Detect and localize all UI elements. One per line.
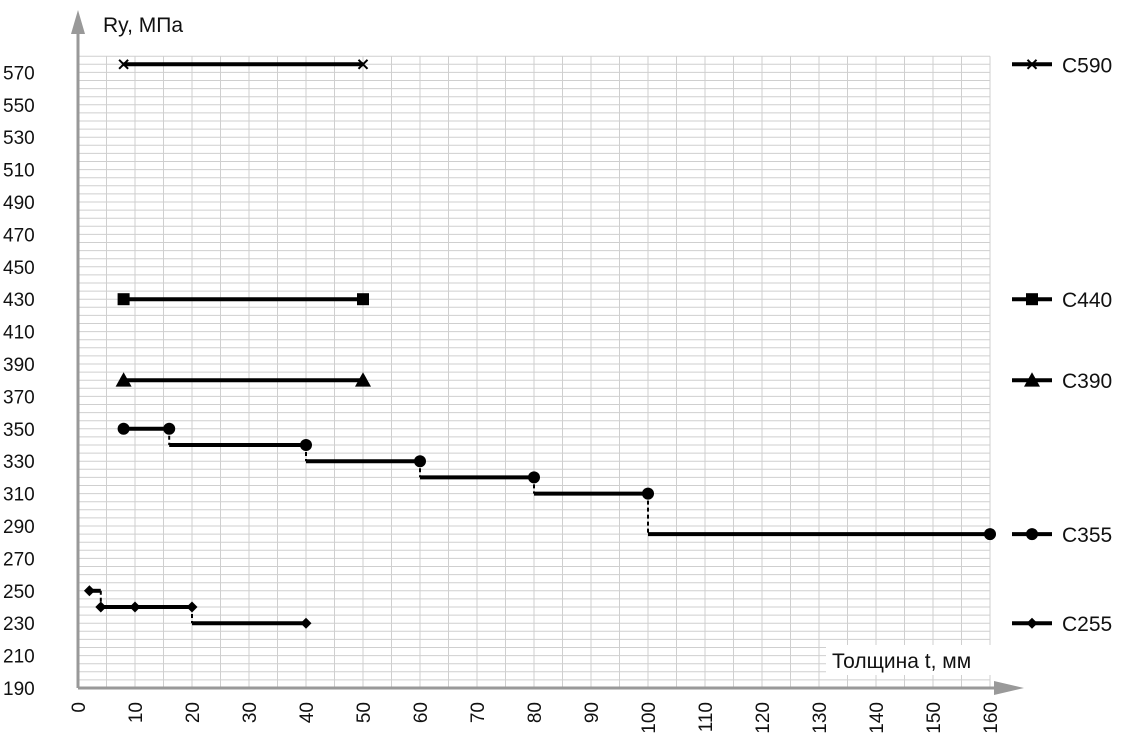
x-tick-label: 160 [981, 702, 1002, 734]
marker-circle-icon [300, 439, 312, 451]
x-tick-label: 50 [354, 702, 375, 723]
y-tick-label: 250 [3, 582, 35, 603]
y-tick-label: 330 [3, 452, 35, 473]
grid [77, 55, 991, 689]
y-tick-label: 550 [3, 96, 35, 117]
y-tick-label: 310 [3, 485, 35, 506]
marker-square-icon [117, 293, 130, 306]
marker-diamond-icon [186, 601, 198, 613]
x-axis-title-bg [826, 645, 991, 675]
legend-item-c390: C390 [1012, 370, 1112, 393]
marker-triangle-icon [355, 372, 371, 387]
marker-x-icon [118, 59, 129, 70]
series-c255 [83, 585, 312, 629]
x-tick-label: 110 [696, 702, 717, 732]
x-tick-label: 130 [810, 702, 831, 734]
x-tick-label: 20 [183, 702, 204, 723]
y-tick-label: 390 [3, 355, 35, 376]
series-c390 [115, 372, 371, 387]
marker-x-icon [1026, 59, 1038, 70]
x-tick-label: 60 [411, 702, 432, 723]
marker-diamond-icon [1026, 617, 1038, 629]
x-tick-label: 90 [582, 702, 603, 723]
x-tick-label: 150 [924, 702, 945, 734]
y-axis-arrow-icon [71, 10, 85, 34]
y-tick-label: 290 [3, 517, 35, 538]
legend-label: C255 [1062, 613, 1112, 636]
x-tick-label: 40 [297, 702, 318, 723]
y-tick-label: 210 [3, 647, 35, 668]
legend-label: C440 [1062, 289, 1112, 312]
legend-label: C390 [1062, 370, 1112, 393]
y-axis-title: Ry, МПа [103, 14, 183, 37]
marker-diamond-icon [83, 585, 95, 597]
marker-triangle-icon [115, 372, 132, 387]
y-tick-label: 510 [3, 161, 35, 182]
x-tick-label: 140 [867, 702, 888, 734]
axes [71, 10, 1024, 695]
x-tick-label: 100 [639, 702, 660, 734]
legend-label: C355 [1062, 524, 1112, 547]
series-c590 [118, 59, 369, 70]
y-tick-label: 270 [3, 549, 35, 570]
x-tick-label: 80 [525, 702, 546, 723]
y-tick-label: 450 [3, 258, 35, 279]
marker-circle-icon [117, 422, 130, 435]
y-tick-label: 490 [3, 193, 35, 214]
y-tick-label: 230 [3, 614, 35, 635]
x-tick-label: 10 [126, 702, 147, 723]
marker-circle-icon [414, 455, 426, 468]
y-tick-label: 350 [3, 420, 35, 441]
series-c440 [117, 293, 369, 306]
marker-diamond-icon [300, 617, 312, 629]
y-tick-label: 470 [3, 225, 35, 246]
y-tick-label: 570 [3, 63, 35, 84]
marker-x-icon [357, 59, 369, 70]
marker-circle-icon [163, 422, 176, 435]
x-axis-title: Толщина t, мм [832, 650, 971, 673]
y-tick-label: 430 [3, 290, 35, 311]
marker-circle-icon [528, 471, 540, 484]
marker-circle-icon [1026, 528, 1038, 541]
series-layer [83, 59, 996, 629]
marker-square-icon [1026, 293, 1038, 306]
y-tick-label: 190 [3, 679, 35, 700]
y-tick-label: 410 [3, 323, 35, 344]
marker-triangle-icon [1024, 372, 1040, 387]
marker-circle-icon [642, 487, 654, 500]
y-tick-label: 530 [3, 128, 35, 149]
x-tick-label: 30 [240, 702, 261, 723]
y-tick-label: 370 [3, 387, 35, 408]
tick-labels: 190 210 230 250 270 290 310 330 350 370 390 410 430 4… [3, 63, 1002, 733]
x-tick-label: 0 [69, 702, 90, 713]
legend-item-c590: C590 [1012, 54, 1112, 77]
x-axis-arrow-icon [994, 681, 1024, 695]
marker-diamond-icon [129, 601, 141, 613]
marker-diamond-icon [95, 601, 107, 613]
legend-item-c255: C255 [1012, 613, 1112, 636]
marker-circle-icon [984, 528, 996, 541]
x-tick-label: 120 [753, 702, 774, 734]
legend: C590 C440 C390 C355 C255 [1012, 54, 1112, 636]
series-c355 [117, 422, 996, 541]
legend-item-c440: C440 [1012, 289, 1112, 312]
marker-square-icon [357, 293, 369, 306]
legend-label: C590 [1062, 54, 1112, 77]
legend-item-c355: C355 [1012, 524, 1112, 547]
x-tick-label: 70 [468, 702, 489, 723]
